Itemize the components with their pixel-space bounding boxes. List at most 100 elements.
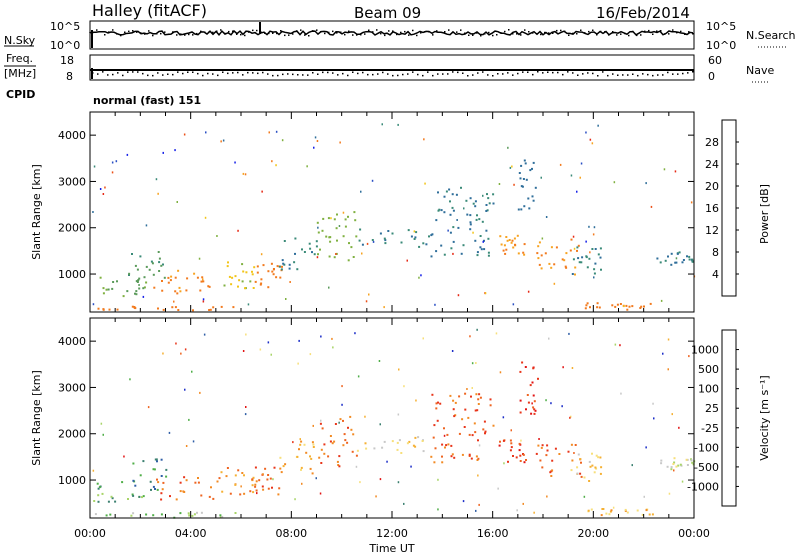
scatter-point <box>520 439 522 442</box>
scatter-point <box>591 452 593 455</box>
scatter-point <box>245 271 248 274</box>
scatter-point <box>495 332 498 335</box>
nave-label: Nave <box>746 64 774 77</box>
scatter-point <box>197 477 199 479</box>
scatter-point <box>123 455 125 458</box>
scatter-point <box>673 461 676 464</box>
nave-point <box>492 75 494 77</box>
scatter-point <box>256 265 259 268</box>
scatter-point <box>372 240 375 243</box>
scatter-point <box>579 458 582 461</box>
scatter-point <box>505 236 508 238</box>
scatter-point <box>538 263 541 266</box>
scatter-point <box>297 362 299 365</box>
nsearch-point <box>460 29 462 31</box>
scatter-point <box>545 399 547 402</box>
scatter-point <box>574 444 577 446</box>
scatter-point <box>553 263 556 266</box>
scatter-point <box>261 473 264 476</box>
scatter-point <box>143 286 146 289</box>
scatter-point <box>523 205 526 208</box>
scatter-point <box>254 466 257 469</box>
scatter-point <box>599 456 602 459</box>
nsearch-point <box>584 32 586 34</box>
scatter-point <box>145 513 148 516</box>
nsearch-point <box>504 30 506 33</box>
scatter-point <box>115 160 118 163</box>
scatter-point <box>403 502 405 505</box>
scatter-point <box>241 263 244 266</box>
scatter-point <box>666 465 669 468</box>
nsearch-point <box>100 31 102 33</box>
scatter-point <box>463 207 465 210</box>
scatter-point <box>469 221 472 224</box>
scatter-point <box>321 229 324 232</box>
nsearch-point <box>432 34 434 36</box>
nsearch-point <box>680 30 682 33</box>
scatter-point <box>309 467 312 470</box>
scatter-point <box>210 486 212 489</box>
scatter-point <box>452 240 455 243</box>
scatter-point <box>660 462 663 465</box>
scatter-point <box>475 455 478 458</box>
scatter-point <box>670 466 673 469</box>
scatter-point <box>147 406 150 409</box>
nsearch-point <box>312 30 314 32</box>
scatter-point <box>528 207 531 210</box>
scatter-point <box>102 292 105 295</box>
scatter-point <box>529 384 532 387</box>
scatter-point <box>588 225 590 228</box>
scatter-point <box>476 459 479 461</box>
nsearch-point <box>544 31 546 34</box>
nave-point <box>577 74 579 76</box>
nsearch-point <box>184 34 186 36</box>
nsearch-point <box>152 34 154 37</box>
scatter-point <box>262 264 265 267</box>
scatter-point <box>311 441 314 444</box>
scatter-point <box>92 303 95 306</box>
colorbar-tick-label: 4 <box>712 268 719 281</box>
nave-point <box>582 73 584 75</box>
scatter-point <box>294 237 297 240</box>
scatter-point <box>132 512 135 515</box>
scatter-point <box>593 226 596 229</box>
scatter-point <box>587 509 590 512</box>
nsearch-point <box>324 32 326 35</box>
scatter-point <box>435 407 438 410</box>
scatter-point <box>686 458 689 461</box>
scatter-point <box>203 333 206 336</box>
scatter-point <box>530 412 533 415</box>
nsearch-point <box>688 31 690 33</box>
scatter-point <box>336 213 338 216</box>
scatter-point <box>478 503 480 506</box>
nsearch-point <box>408 34 410 36</box>
nsearch-point <box>652 33 654 35</box>
scatter-point <box>309 247 312 250</box>
scatter-point <box>280 471 283 474</box>
scatter-point <box>554 447 557 450</box>
colorbar-tick-label: -25 <box>701 422 719 435</box>
scatter-point <box>97 494 100 497</box>
scatter-point <box>320 448 323 451</box>
scatter-point <box>659 261 662 264</box>
scatter-point <box>523 243 526 246</box>
scatter-point <box>462 500 465 503</box>
scatter-point <box>100 422 103 425</box>
nave-point <box>202 74 204 77</box>
scatter-point <box>600 268 602 271</box>
nsearch-point <box>608 34 610 36</box>
scatter-point <box>565 252 568 255</box>
scatter-point <box>586 302 589 305</box>
nave-point <box>367 73 369 76</box>
scatter-point <box>522 453 525 456</box>
scatter-point <box>188 514 191 517</box>
nsearch-point <box>128 30 130 33</box>
scatter-point <box>469 223 472 226</box>
scatter-point <box>148 268 151 271</box>
scatter-point <box>445 190 448 193</box>
scatter-point <box>626 308 629 311</box>
scatter-point <box>519 454 522 457</box>
nsearch-point <box>212 31 214 34</box>
scatter-point <box>645 446 647 449</box>
scatter-point <box>331 337 333 340</box>
